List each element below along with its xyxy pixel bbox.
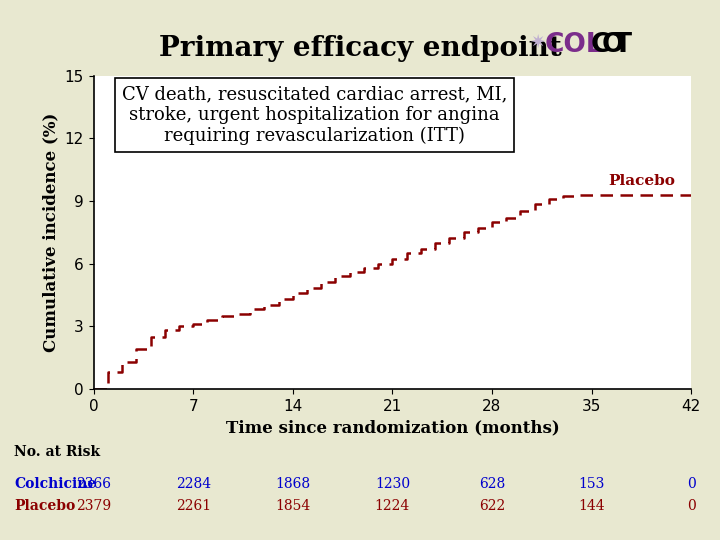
Text: 1868: 1868 xyxy=(275,477,310,491)
Text: 2379: 2379 xyxy=(76,500,111,514)
Text: Placebo: Placebo xyxy=(608,174,675,188)
Text: 1230: 1230 xyxy=(375,477,410,491)
Text: 628: 628 xyxy=(479,477,505,491)
Text: 0: 0 xyxy=(687,500,696,514)
Text: No. at Risk: No. at Risk xyxy=(14,446,101,460)
Text: 2261: 2261 xyxy=(176,500,211,514)
Text: COL: COL xyxy=(545,32,603,58)
Text: C: C xyxy=(590,32,610,58)
Text: 2284: 2284 xyxy=(176,477,211,491)
Text: 1224: 1224 xyxy=(375,500,410,514)
Text: 144: 144 xyxy=(578,500,605,514)
Text: Placebo: Placebo xyxy=(14,500,76,514)
Text: 2366: 2366 xyxy=(76,477,111,491)
Text: 1854: 1854 xyxy=(275,500,310,514)
Text: 622: 622 xyxy=(479,500,505,514)
Y-axis label: Cumulative incidence (%): Cumulative incidence (%) xyxy=(42,112,59,352)
Text: 0: 0 xyxy=(687,477,696,491)
Text: Colchicine: Colchicine xyxy=(14,477,96,491)
X-axis label: Time since randomization (months): Time since randomization (months) xyxy=(225,419,559,436)
Text: T: T xyxy=(614,32,632,58)
Text: CV death, resuscitated cardiac arrest, MI,
stroke, urgent hospitalization for an: CV death, resuscitated cardiac arrest, M… xyxy=(122,85,508,145)
Text: O: O xyxy=(602,32,624,58)
Text: Primary efficacy endpoint: Primary efficacy endpoint xyxy=(158,35,562,62)
Text: ✷: ✷ xyxy=(529,32,546,51)
Text: 153: 153 xyxy=(578,477,605,491)
